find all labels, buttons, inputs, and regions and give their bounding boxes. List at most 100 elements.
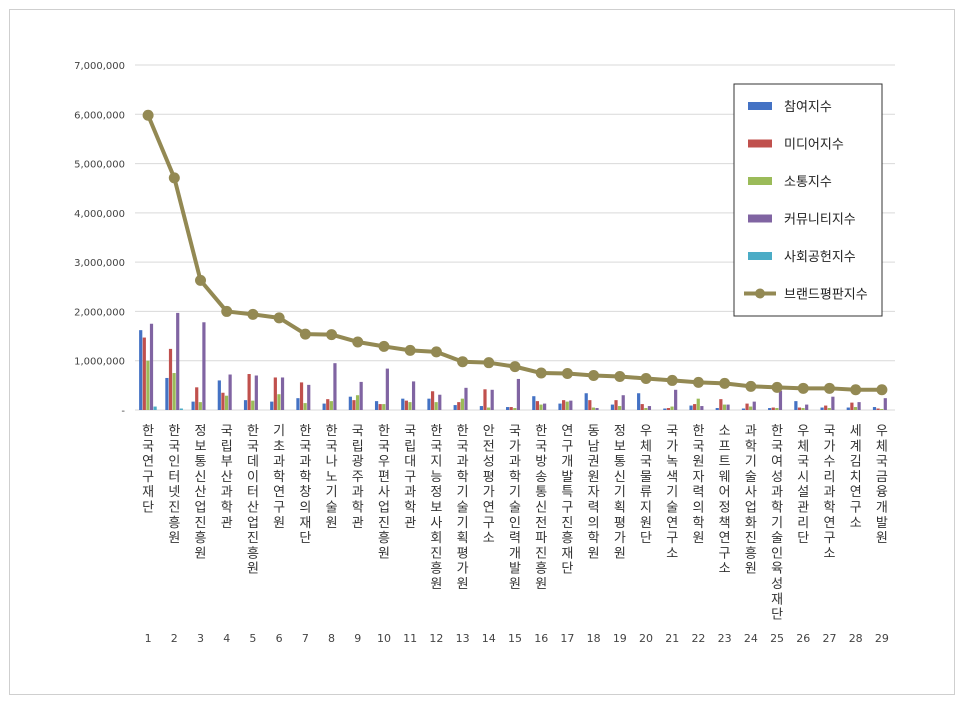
bar-2 xyxy=(509,407,513,410)
bar-2 xyxy=(457,402,461,410)
index-label: 14 xyxy=(482,632,496,645)
index-label: 11 xyxy=(403,632,417,645)
index-label: 22 xyxy=(691,632,705,645)
bar-2 xyxy=(352,400,356,410)
brand-index-point xyxy=(692,376,704,388)
bar-1 xyxy=(191,401,195,410)
index-label: 5 xyxy=(249,632,256,645)
brand-index-point xyxy=(483,357,495,369)
bar-3 xyxy=(198,402,202,410)
brand-index-point xyxy=(535,367,547,379)
bar-3 xyxy=(329,401,333,410)
index-label: 20 xyxy=(639,632,653,645)
bar-2 xyxy=(640,404,644,410)
bar-1 xyxy=(768,408,772,410)
bar-4 xyxy=(149,323,154,410)
bar-1 xyxy=(637,393,641,410)
bar-2 xyxy=(168,348,173,410)
index-label: 13 xyxy=(456,632,470,645)
brand-index-point xyxy=(404,344,416,356)
bar-4 xyxy=(333,363,337,410)
bar-3 xyxy=(696,398,700,410)
brand-index-point xyxy=(352,336,364,348)
brand-index-point xyxy=(247,308,259,320)
index-label: 8 xyxy=(328,632,335,645)
index-label: 25 xyxy=(770,632,784,645)
bar-1 xyxy=(322,403,326,410)
bar-4 xyxy=(490,389,494,410)
brand-index-point xyxy=(221,305,233,317)
brand-index-line xyxy=(142,109,888,396)
bar-2 xyxy=(562,400,566,410)
index-label: 26 xyxy=(796,632,810,645)
chart-svg: - 1,000,000 2,000,000 3,000,000 4,000,000 5,0… xyxy=(74,61,895,645)
brand-index-point xyxy=(195,274,207,286)
bar-3 xyxy=(618,406,622,410)
brand-index-point xyxy=(561,368,573,380)
legend-label: 브랜드평판지수 xyxy=(784,288,868,303)
brand-index-point xyxy=(142,109,154,121)
index-label: 17 xyxy=(560,632,574,645)
y-tick-label: 5,000,000 xyxy=(74,160,125,171)
bar-1 xyxy=(715,408,719,410)
bar-3 xyxy=(775,408,779,410)
index-label: 2 xyxy=(171,632,178,645)
legend-swatch xyxy=(748,177,772,185)
category-labels: 한 국 연 구 재 단 한 국 인 터 넷 진 흥 원 정 보 통 신 산 업 진 흥 원 국 립 부 산 과 학 관 한 국 데 이 터 산 업 진 흥 원… xyxy=(142,424,888,623)
chart-frame: - 1,000,000 2,000,000 3,000,000 4,000,000 5,0… xyxy=(9,9,955,695)
bar-3 xyxy=(382,404,386,410)
brand-index-point xyxy=(326,329,338,341)
legend-swatch xyxy=(748,102,772,110)
bars xyxy=(139,312,887,410)
bar-1 xyxy=(243,400,248,410)
bar-3 xyxy=(565,401,569,410)
bar-2 xyxy=(299,382,304,410)
bar-2 xyxy=(824,405,828,410)
bar-1 xyxy=(872,407,877,410)
index-label: 6 xyxy=(276,632,283,645)
bar-2 xyxy=(745,403,749,410)
bar-2 xyxy=(221,392,225,410)
legend-swatch xyxy=(748,139,772,148)
brand-index-point xyxy=(771,381,783,393)
bar-4 xyxy=(307,384,311,410)
index-label: 15 xyxy=(508,632,522,645)
bar-4 xyxy=(621,395,625,410)
bar-4 xyxy=(700,406,704,410)
brand-index-point xyxy=(823,382,835,394)
brand-index-point xyxy=(509,361,521,373)
bar-2 xyxy=(326,399,330,410)
index-label: 28 xyxy=(849,632,863,645)
bar-1 xyxy=(217,380,221,410)
index-label: 24 xyxy=(744,632,758,645)
bar-2 xyxy=(273,377,277,410)
bar-3 xyxy=(513,408,517,410)
bar-2 xyxy=(797,407,802,410)
brand-index-point xyxy=(299,328,311,340)
bar-1 xyxy=(165,377,169,410)
bar-3 xyxy=(434,402,438,410)
bar-1 xyxy=(139,330,143,410)
bar-5 xyxy=(179,408,183,410)
bar-4 xyxy=(752,401,756,410)
bar-2 xyxy=(876,408,880,410)
bar-4 xyxy=(202,322,206,410)
bar-2 xyxy=(195,387,199,410)
bar-1 xyxy=(532,396,536,410)
bar-3 xyxy=(303,403,307,410)
brand-index-point xyxy=(876,384,888,396)
